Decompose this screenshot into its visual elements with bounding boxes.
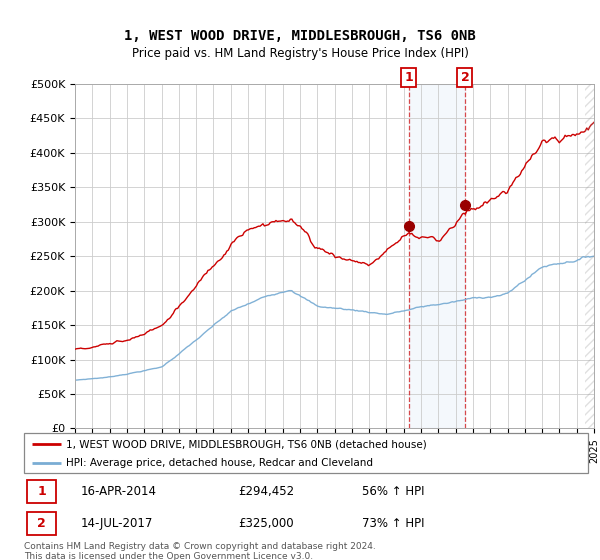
FancyBboxPatch shape	[27, 480, 56, 503]
Bar	[409, 84, 465, 428]
FancyBboxPatch shape	[24, 433, 588, 473]
Text: 1, WEST WOOD DRIVE, MIDDLESBROUGH, TS6 0NB: 1, WEST WOOD DRIVE, MIDDLESBROUGH, TS6 0…	[124, 29, 476, 44]
Text: Price paid vs. HM Land Registry's House Price Index (HPI): Price paid vs. HM Land Registry's House …	[131, 46, 469, 60]
Text: £294,452: £294,452	[238, 485, 295, 498]
Text: 56% ↑ HPI: 56% ↑ HPI	[362, 485, 425, 498]
Text: £325,000: £325,000	[238, 516, 294, 530]
Text: 1, WEST WOOD DRIVE, MIDDLESBROUGH, TS6 0NB (detached house): 1, WEST WOOD DRIVE, MIDDLESBROUGH, TS6 0…	[66, 439, 427, 449]
FancyBboxPatch shape	[27, 512, 56, 535]
Text: 1: 1	[404, 71, 413, 84]
Text: HPI: Average price, detached house, Redcar and Cleveland: HPI: Average price, detached house, Redc…	[66, 458, 373, 468]
Text: 1: 1	[37, 485, 46, 498]
Text: Contains HM Land Registry data © Crown copyright and database right 2024.
This d: Contains HM Land Registry data © Crown c…	[24, 542, 376, 560]
Text: 73% ↑ HPI: 73% ↑ HPI	[362, 516, 425, 530]
Text: 16-APR-2014: 16-APR-2014	[80, 485, 157, 498]
Text: 2: 2	[37, 516, 46, 530]
Text: 14-JUL-2017: 14-JUL-2017	[80, 516, 153, 530]
Text: 2: 2	[461, 71, 469, 84]
